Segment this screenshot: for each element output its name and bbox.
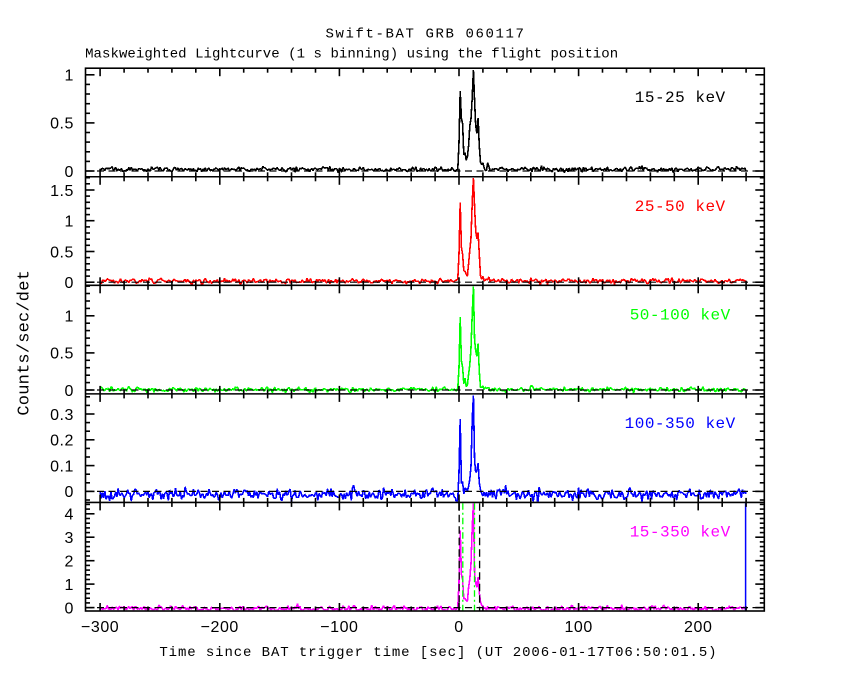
svg-text:0.5: 0.5 [50,116,74,133]
svg-text:1: 1 [65,309,74,326]
svg-text:3: 3 [65,530,74,547]
svg-text:100-350 keV: 100-350 keV [625,415,736,433]
svg-text:0.5: 0.5 [50,346,74,363]
svg-text:0.1: 0.1 [50,458,74,475]
svg-text:0: 0 [454,619,463,636]
svg-text:200: 200 [684,619,712,636]
svg-text:Maskweighted Lightcurve (1 s b: Maskweighted Lightcurve (1 s binning) us… [85,46,618,62]
svg-text:4: 4 [65,507,74,524]
svg-text:1: 1 [65,577,74,594]
svg-text:0: 0 [65,600,74,617]
svg-text:−100: −100 [320,619,358,636]
svg-text:15-25 keV: 15-25 keV [635,89,726,107]
svg-text:0.3: 0.3 [50,407,74,424]
svg-text:1: 1 [65,214,74,231]
svg-text:Swift-BAT GRB 060117: Swift-BAT GRB 060117 [325,27,525,43]
svg-text:0.5: 0.5 [50,244,74,261]
svg-text:Counts/sec/det: Counts/sec/det [16,270,35,416]
svg-text:0: 0 [65,275,74,292]
svg-text:1.5: 1.5 [50,183,74,200]
svg-text:0: 0 [65,383,74,400]
svg-text:−300: −300 [81,619,119,636]
svg-text:0: 0 [65,484,74,501]
svg-text:15-350 keV: 15-350 keV [630,523,731,541]
svg-text:100: 100 [564,619,592,636]
svg-text:50-100 keV: 50-100 keV [630,306,731,324]
svg-text:2: 2 [65,554,74,571]
svg-text:1: 1 [65,68,74,85]
svg-text:−200: −200 [201,619,239,636]
svg-text:Time since BAT trigger time [s: Time since BAT trigger time [sec] (UT 20… [159,645,717,661]
svg-text:0.2: 0.2 [50,433,74,450]
svg-text:0: 0 [65,164,74,181]
svg-text:25-50 keV: 25-50 keV [635,198,726,216]
